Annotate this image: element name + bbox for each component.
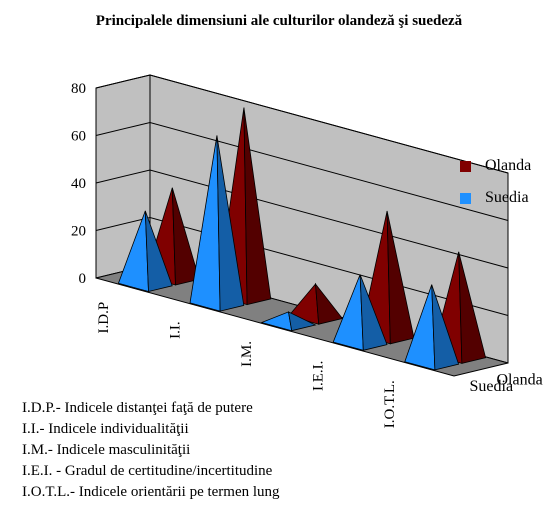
y-tick-label: 40 [71,176,86,192]
pyramid-suedia-ii [189,135,245,312]
x-tick-label: I.O.T.L. [382,380,398,428]
note-ii: I.I.- Indicele individualităţii [22,421,189,437]
pyramid-side-face [287,311,317,332]
pyramid-side-face [144,210,173,293]
y-tick-label: 0 [79,271,87,287]
pyramid-side-face [386,210,415,345]
y-tick-label: 60 [71,129,86,145]
note-iotl: I.O.T.L.- Indicele orientării pe termen … [22,484,280,500]
pyramid-olanda-im [287,282,344,325]
pyramid-side-face [359,274,388,351]
legend: Olanda Suedia [460,150,531,214]
legend-item-suedia: Suedia [460,182,531,214]
pyramid-side-face [458,251,487,364]
note-idp: I.D.P.- Indicele distanţei faţă de puter… [22,400,253,416]
pyramid-side-face [216,135,245,312]
pyramid-suedia-iotl [404,284,460,371]
legend-label-suedia: Suedia [485,189,529,206]
note-iei: I.E.I. - Gradul de certitudine/incertitu… [22,463,273,479]
x-tick-label: I.D.P [96,302,112,334]
chart-title: Principalele dimensiuni ale culturilor o… [95,13,463,29]
x-tick-label: I.E.I. [311,361,327,391]
pyramid-side-face [243,107,272,306]
y-tick-label: 20 [71,224,86,240]
x-tick-label: I.I. [167,321,183,339]
pyramid-side-face [171,187,200,286]
legend-item-olanda: Olanda [460,150,531,182]
legend-label-olanda: Olanda [485,157,532,174]
gridline [95,121,509,221]
pyramid-side-face [314,282,344,325]
pyramid-suedia-idp [117,210,173,293]
depth-label-olanda: Olanda [497,371,543,388]
legend-swatch-suedia [460,192,471,204]
pyramid-suedia-iei [332,274,388,351]
note-im: I.M.- Indicele masculinităţii [22,442,191,458]
gridline [95,74,509,174]
abbreviation-notes: I.D.P.- Indicele distanţei faţă de puter… [22,398,280,503]
pyramid-suedia-im [260,311,317,332]
x-tick-label: I.M. [239,341,255,367]
y-tick-label: 80 [71,81,86,97]
pyramid-side-face [431,284,460,371]
legend-swatch-olanda [460,160,471,172]
depth-label-suedia: Suedia [470,378,514,395]
